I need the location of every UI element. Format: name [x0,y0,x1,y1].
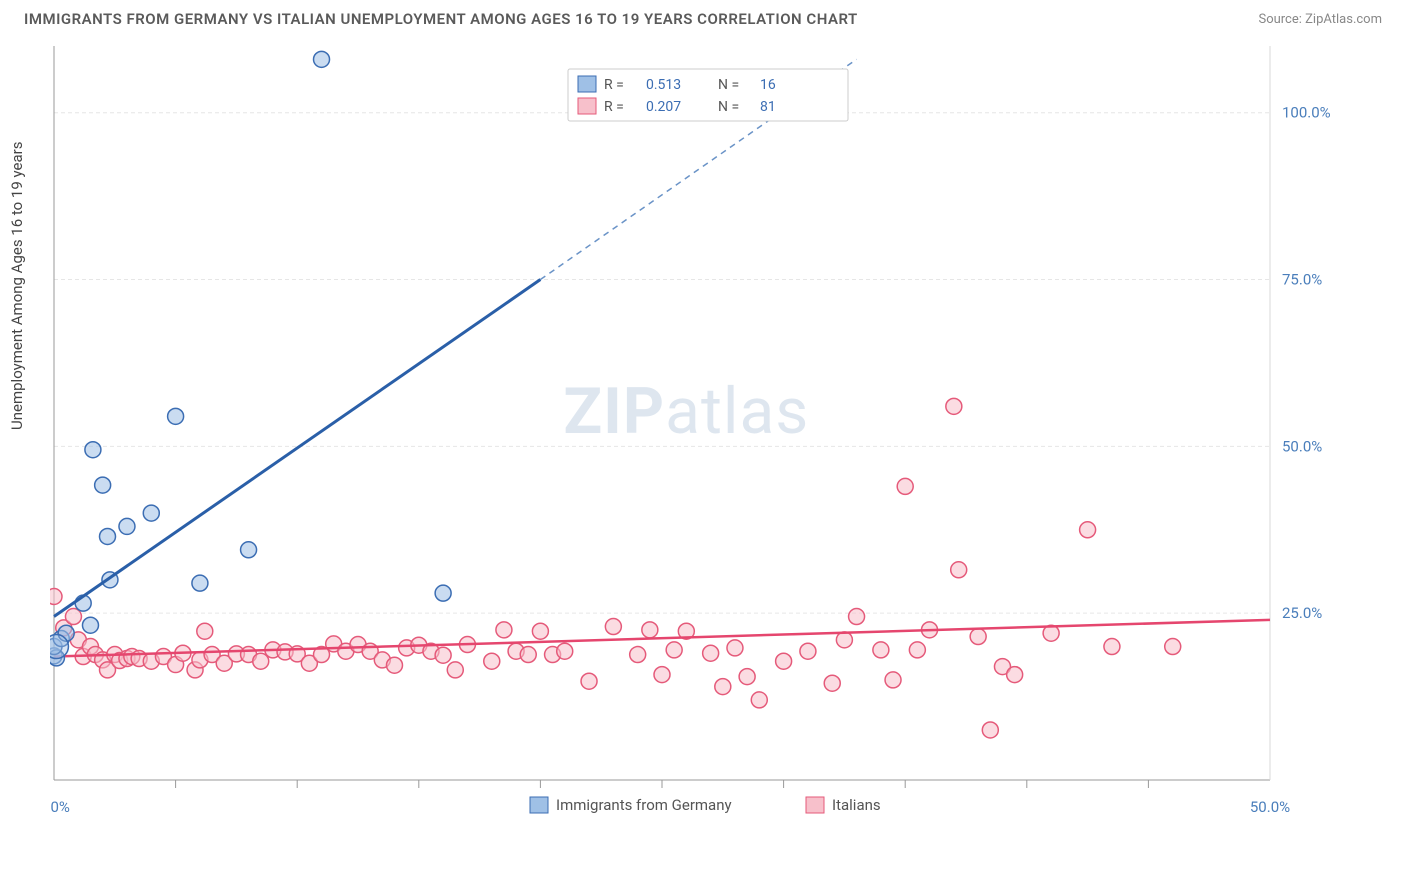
legend-r-label: R = [604,99,624,115]
data-point-pink [1080,522,1096,538]
data-point-pink [642,622,658,638]
source-attribution: Source: ZipAtlas.com [1258,12,1382,27]
legend-n-label: N = [718,77,739,93]
data-point-pink [800,643,816,659]
legend-n-blue: 16 [760,77,776,93]
legend-swatch-blue [578,76,596,92]
data-point-pink [435,647,451,663]
data-point-pink [824,675,840,691]
data-point-pink [897,478,913,494]
data-point-pink [885,672,901,688]
data-point-pink [1104,639,1120,655]
data-point-pink [751,692,767,708]
data-point-pink [970,629,986,645]
trend-line-blue [54,280,540,617]
data-point-pink [776,653,792,669]
bottom-legend-blue-label: Immigrants from Germany [556,796,732,814]
data-point-pink [447,662,463,678]
y-tick-label: 25.0% [1282,604,1322,622]
data-point-blue [82,617,98,633]
legend-swatch-pink [578,98,596,114]
data-point-pink [532,623,548,639]
x-tick-label: 0.0% [50,798,70,816]
data-point-pink [739,669,755,685]
watermark: ZIPatlas [563,374,809,449]
data-point-pink [982,722,998,738]
x-tick-label: 50.0% [1250,798,1290,816]
data-point-blue [119,518,135,534]
data-point-pink [873,642,889,658]
bottom-legend-swatch-pink [806,797,824,813]
data-point-pink [496,622,512,638]
y-tick-label: 100.0% [1282,104,1331,122]
data-point-pink [520,647,536,663]
data-point-blue [100,528,116,544]
data-point-pink [50,589,62,605]
chart-title: IMMIGRANTS FROM GERMANY VS ITALIAN UNEMP… [24,10,858,28]
data-point-pink [715,679,731,695]
data-point-pink [197,623,213,639]
data-point-pink [581,673,597,689]
data-point-blue [85,442,101,458]
data-point-blue [168,408,184,424]
y-axis-label: Unemployment Among Ages 16 to 19 years [8,142,26,430]
chart-container: 25.0% 50.0% 75.0% 100.0% ZIPatlas 0.0% 50.0% R … [50,40,1350,830]
legend-n-pink: 81 [760,99,776,115]
data-point-pink [909,642,925,658]
data-point-blue [50,635,68,659]
trend-line-pink [54,620,1270,657]
bottom-legend-swatch-blue [530,797,548,813]
data-point-pink [1007,667,1023,683]
data-point-pink [484,653,500,669]
data-point-blue [95,477,111,493]
data-point-pink [703,645,719,661]
data-point-pink [951,562,967,578]
legend-n-label: N = [718,99,739,115]
data-point-pink [946,398,962,414]
data-point-pink [836,632,852,648]
data-point-pink [666,642,682,658]
data-point-pink [727,640,743,656]
y-tick-label: 75.0% [1282,271,1322,289]
data-point-pink [65,609,81,625]
data-point-pink [386,657,402,673]
data-point-blue [143,505,159,521]
data-point-blue [435,585,451,601]
data-point-blue [192,575,208,591]
data-point-blue [241,542,257,558]
legend-r-pink: 0.207 [646,99,681,115]
data-point-pink [557,643,573,659]
legend-r-label: R = [604,77,624,93]
data-point-pink [630,647,646,663]
data-point-blue [314,51,330,67]
data-point-pink [654,667,670,683]
data-point-pink [1165,639,1181,655]
legend-r-blue: 0.513 [646,77,681,93]
data-point-pink [849,609,865,625]
scatter-chart: 25.0% 50.0% 75.0% 100.0% ZIPatlas 0.0% 50.0% R … [50,40,1350,840]
bottom-legend-pink-label: Italians [832,796,881,814]
y-tick-label: 50.0% [1282,437,1322,455]
data-point-pink [605,619,621,635]
